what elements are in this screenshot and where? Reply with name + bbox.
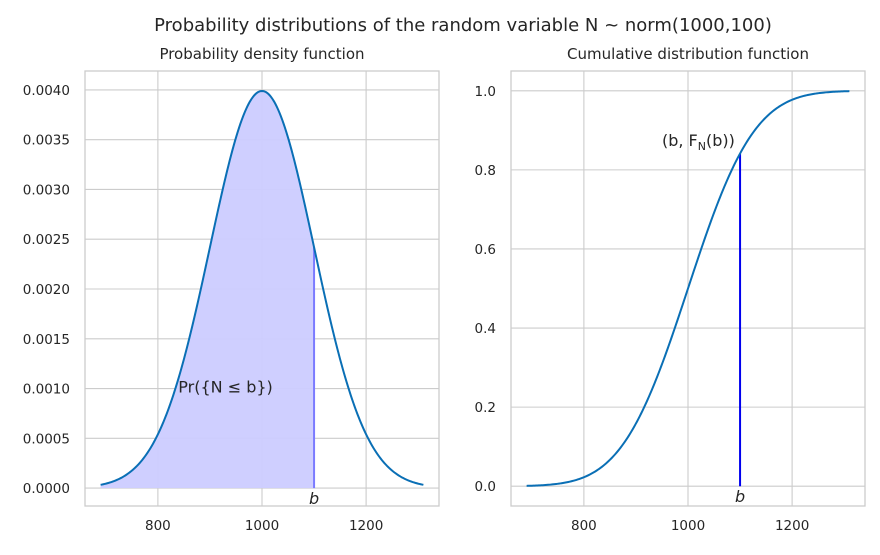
pdf-axes-frame: [84, 70, 440, 507]
pdf-x-ticks: 800 1000 1200: [145, 518, 383, 534]
pdf-b-label: b: [309, 489, 319, 508]
x-tick-label: 1200: [349, 518, 383, 534]
pdf-probability-annotation: Pr({N ≤ b}): [178, 378, 273, 397]
cdf-x-ticks: 800 1000 1200: [571, 518, 809, 534]
y-tick-label: 0.0005: [23, 431, 70, 447]
y-tick-label: 0.2: [475, 400, 496, 416]
cdf-y-ticks: 0.0 0.2 0.4 0.6 0.8 1.0: [475, 84, 496, 495]
cdf-curve: [526, 90, 850, 487]
y-tick-label: 0.0040: [23, 83, 70, 99]
y-tick-label: 1.0: [475, 84, 496, 100]
suptitle: Probability distributions of the random …: [154, 15, 772, 36]
pdf-curve: [100, 89, 424, 486]
y-tick-label: 0.0010: [23, 382, 70, 398]
y-tick-label: 0.8: [475, 163, 496, 179]
y-tick-label: 0.0030: [23, 182, 70, 198]
y-tick-label: 0.0020: [23, 282, 70, 298]
pdf-title: Probability density function: [159, 45, 364, 63]
pdf-shaded-area: [100, 90, 315, 489]
y-tick-label: 0.0015: [23, 332, 70, 348]
pdf-y-ticks: 0.0000 0.0005 0.0010 0.0015 0.0020 0.0025 0.00…: [23, 83, 70, 497]
y-tick-label: 0.0025: [23, 232, 70, 248]
y-tick-label: 0.6: [475, 242, 496, 258]
cdf-axes-frame: [510, 70, 866, 507]
x-tick-label: 1000: [245, 518, 279, 534]
y-tick-label: 0.0: [475, 479, 496, 495]
x-tick-label: 1200: [775, 518, 809, 534]
x-tick-label: 800: [571, 518, 597, 534]
cdf-b-label: b: [735, 487, 745, 506]
y-tick-label: 0.0000: [23, 481, 70, 497]
x-tick-label: 1000: [671, 518, 705, 534]
cdf-panel: Cumulative distribution function 800 1000…: [475, 45, 866, 534]
cdf-grid: [511, 71, 865, 506]
y-tick-label: 0.4: [475, 321, 496, 337]
y-tick-label: 0.0035: [23, 133, 70, 149]
cdf-title: Cumulative distribution function: [567, 45, 809, 63]
cdf-point-annotation: (b, FN(b)): [662, 131, 735, 153]
pdf-panel: Probability density function 800 1000 1200…: [23, 45, 440, 534]
x-tick-label: 800: [145, 518, 171, 534]
